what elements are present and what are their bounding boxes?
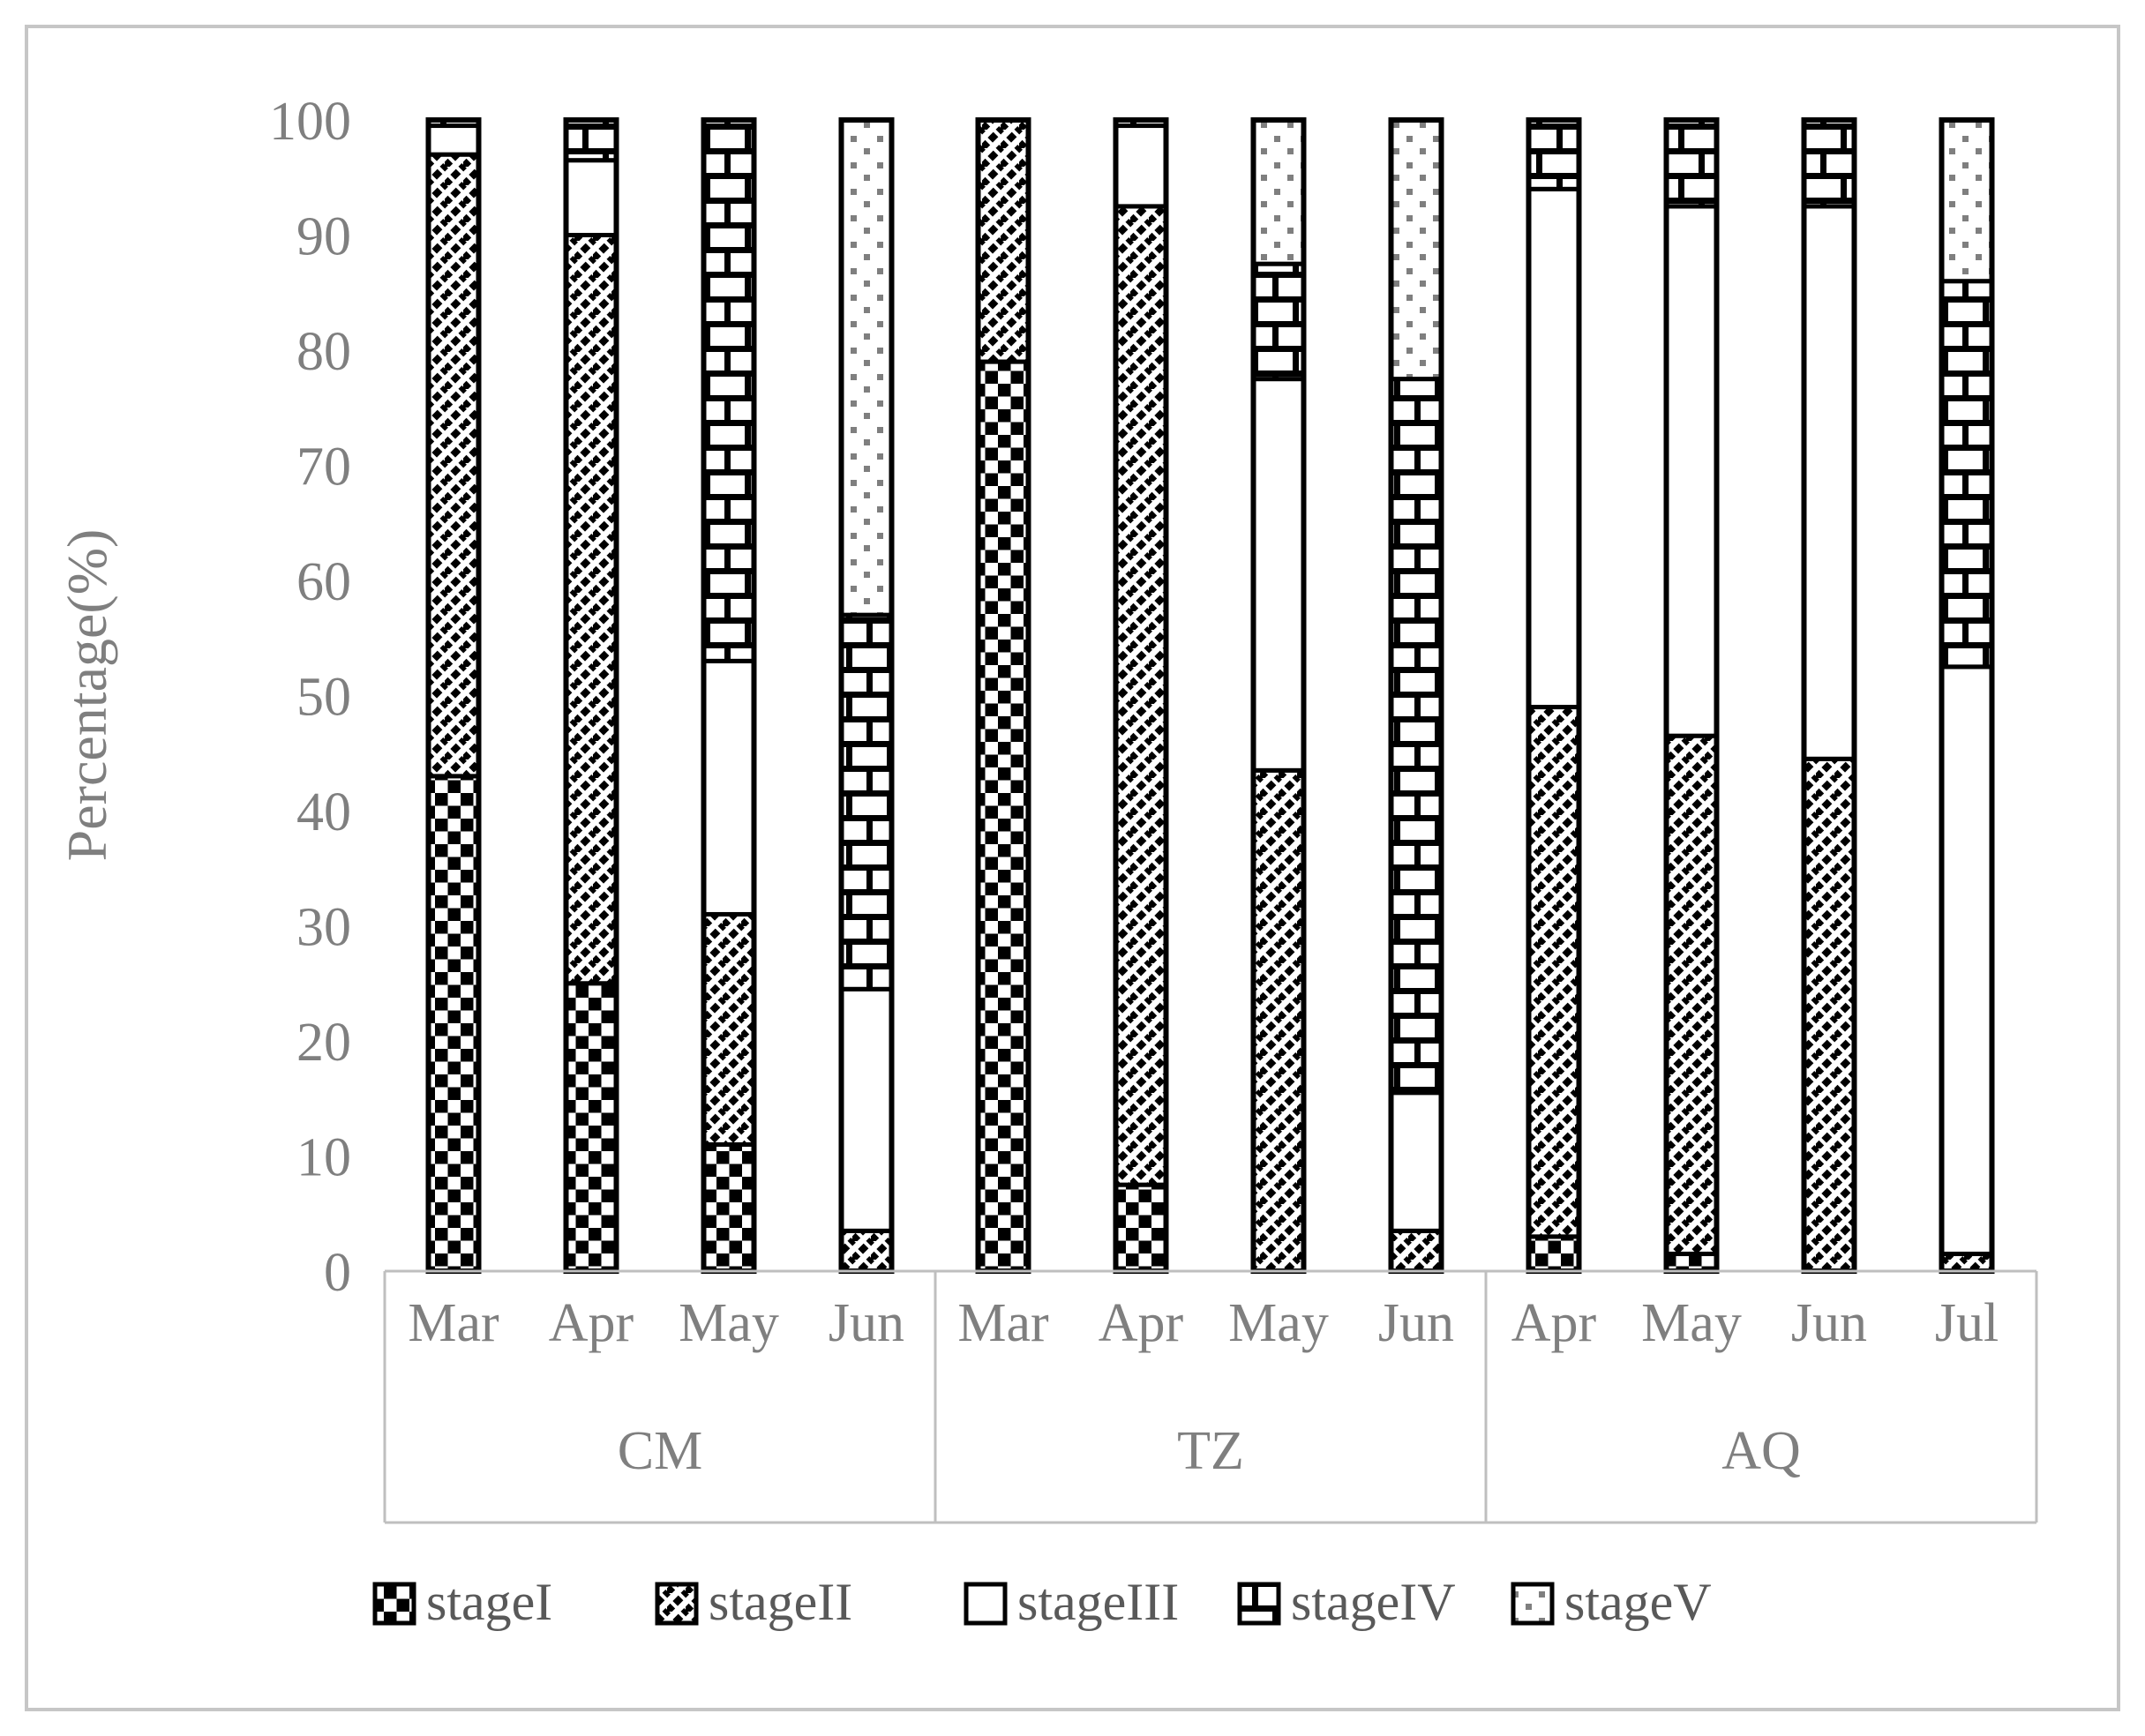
bar-segment-TZ-Apr-stageIII: [1114, 123, 1168, 209]
x-month-label: Apr: [549, 1293, 634, 1353]
legend-swatch-stageIV: [1237, 1582, 1281, 1626]
x-month-label: May: [1641, 1293, 1742, 1353]
legend-label-stageIV: stageIV: [1291, 1573, 1456, 1631]
bar-segment-TZ-Mar-stageI: [976, 359, 1031, 1274]
legend-item-stageV: stageV: [1511, 1573, 1712, 1631]
bar-segment-CM-Apr-stageIII: [564, 158, 619, 237]
bar-segment-CM-Jun-stageII: [839, 1228, 894, 1274]
x-month-label: Apr: [1099, 1293, 1184, 1353]
bar-segment-TZ-May-stageV: [1251, 117, 1306, 266]
x-month-label: Apr: [1511, 1293, 1597, 1353]
legend-swatch-stageI: [372, 1582, 416, 1626]
bar-AQ-May: [1663, 117, 1720, 1274]
x-month-label: Jun: [1791, 1293, 1867, 1353]
bar-segment-CM-Mar-stageII: [426, 152, 481, 779]
bar-segment-CM-May-stageIV: [701, 117, 756, 663]
bar-segment-AQ-May-stageIV: [1664, 117, 1719, 209]
bar-segment-AQ-Jun-stageIV: [1802, 117, 1856, 209]
x-month-label: Mar: [408, 1293, 499, 1353]
bar-segment-AQ-May-stageII: [1664, 733, 1719, 1256]
y-tick-label: 50: [296, 668, 351, 728]
bar-TZ-Mar: [975, 117, 1031, 1274]
bar-segment-CM-May-stageIII: [701, 658, 756, 917]
bar-segment-AQ-Jul-stageIII: [1939, 664, 1994, 1256]
y-tick-label: 100: [269, 92, 351, 152]
legend-item-stageIV: stageIV: [1237, 1573, 1456, 1631]
bar-CM-Apr: [563, 117, 619, 1274]
bar-segment-AQ-May-stageIII: [1664, 204, 1719, 738]
legend-label-stageI: stageI: [426, 1573, 552, 1631]
bar-segment-TZ-Jun-stageIV: [1389, 377, 1444, 1096]
bar-AQ-Apr: [1526, 117, 1582, 1274]
bar-segment-TZ-Apr-stageI: [1114, 1182, 1168, 1274]
y-tick-label: 70: [296, 438, 351, 498]
bar-segment-CM-Jun-stageIII: [839, 986, 894, 1233]
bar-segment-CM-Apr-stageII: [564, 233, 619, 986]
bar-segment-TZ-Jun-stageII: [1389, 1228, 1444, 1274]
legend-item-stageIII: stageIII: [964, 1573, 1179, 1631]
bar-segment-CM-Apr-stageI: [564, 981, 619, 1274]
bar-TZ-May: [1250, 117, 1307, 1274]
bar-segment-TZ-Apr-stageII: [1114, 204, 1168, 1187]
legend-item-stageI: stageI: [372, 1573, 552, 1631]
x-month-label: Mar: [957, 1293, 1049, 1353]
y-tick-label: 40: [296, 782, 351, 842]
legend-swatch-stageV: [1511, 1582, 1555, 1626]
bar-segment-TZ-Jun-stageIII: [1389, 1090, 1444, 1233]
bar-segment-TZ-May-stageIV: [1251, 261, 1306, 382]
legend-label-stageIII: stageIII: [1017, 1573, 1179, 1631]
bar-segment-TZ-May-stageIII: [1251, 377, 1306, 773]
figure-frame: [25, 25, 2120, 1711]
bar-segment-TZ-Mar-stageII: [976, 117, 1031, 364]
x-month-label: Jun: [1378, 1293, 1454, 1353]
bar-segment-CM-Jun-stageIV: [839, 612, 894, 991]
bar-segment-CM-May-stageII: [701, 911, 756, 1147]
x-group-label-CM: CM: [618, 1421, 702, 1481]
y-tick-label: 20: [296, 1013, 351, 1073]
legend-label-stageII: stageII: [709, 1573, 852, 1631]
y-tick-label: 10: [296, 1128, 351, 1188]
bar-segment-TZ-Jun-stageV: [1389, 117, 1444, 382]
bar-segment-CM-Jun-stageV: [839, 117, 894, 617]
x-month-label: May: [679, 1293, 779, 1353]
bar-segment-TZ-May-stageII: [1251, 767, 1306, 1274]
y-axis-title: Percentage(%): [56, 529, 118, 862]
bar-CM-May: [701, 117, 757, 1274]
bar-CM-Jun: [838, 117, 895, 1274]
y-tick-label: 90: [296, 207, 351, 267]
x-month-label: Jul: [1935, 1293, 1999, 1353]
bar-segment-AQ-Jul-stageV: [1939, 117, 1994, 284]
bar-segment-CM-May-stageI: [701, 1141, 756, 1274]
bar-AQ-Jun: [1801, 117, 1857, 1274]
x-month-label: Jun: [829, 1293, 904, 1353]
legend-item-stageII: stageII: [655, 1573, 852, 1631]
bar-segment-AQ-Jul-stageIV: [1939, 279, 1994, 670]
bar-segment-AQ-Apr-stageI: [1526, 1234, 1581, 1274]
y-tick-label: 30: [296, 898, 351, 958]
y-tick-label: 0: [324, 1243, 351, 1303]
bar-CM-Mar: [425, 117, 482, 1274]
bar-segment-CM-Mar-stageI: [426, 774, 481, 1274]
x-group-label-AQ: AQ: [1721, 1421, 1801, 1481]
bar-TZ-Jun: [1388, 117, 1444, 1274]
bar-segment-CM-Mar-stageIII: [426, 123, 481, 157]
bar-segment-AQ-Jun-stageII: [1802, 756, 1856, 1274]
bar-TZ-Apr: [1113, 117, 1169, 1274]
legend-swatch-stageII: [655, 1582, 699, 1626]
x-group-label-TZ: TZ: [1177, 1421, 1244, 1481]
x-month-label: May: [1228, 1293, 1329, 1353]
bar-segment-AQ-Apr-stageIII: [1526, 186, 1581, 710]
bar-segment-AQ-Jun-stageIII: [1802, 204, 1856, 761]
bar-AQ-Jul: [1939, 117, 1995, 1274]
bar-segment-AQ-Apr-stageIV: [1526, 117, 1581, 191]
bar-segment-CM-Apr-stageIV: [564, 117, 619, 163]
bar-segment-AQ-Apr-stageII: [1526, 705, 1581, 1239]
y-tick-label: 60: [296, 552, 351, 612]
legend-label-stageV: stageV: [1564, 1573, 1712, 1631]
y-tick-label: 80: [296, 322, 351, 382]
legend-swatch-stageIII: [964, 1582, 1008, 1626]
